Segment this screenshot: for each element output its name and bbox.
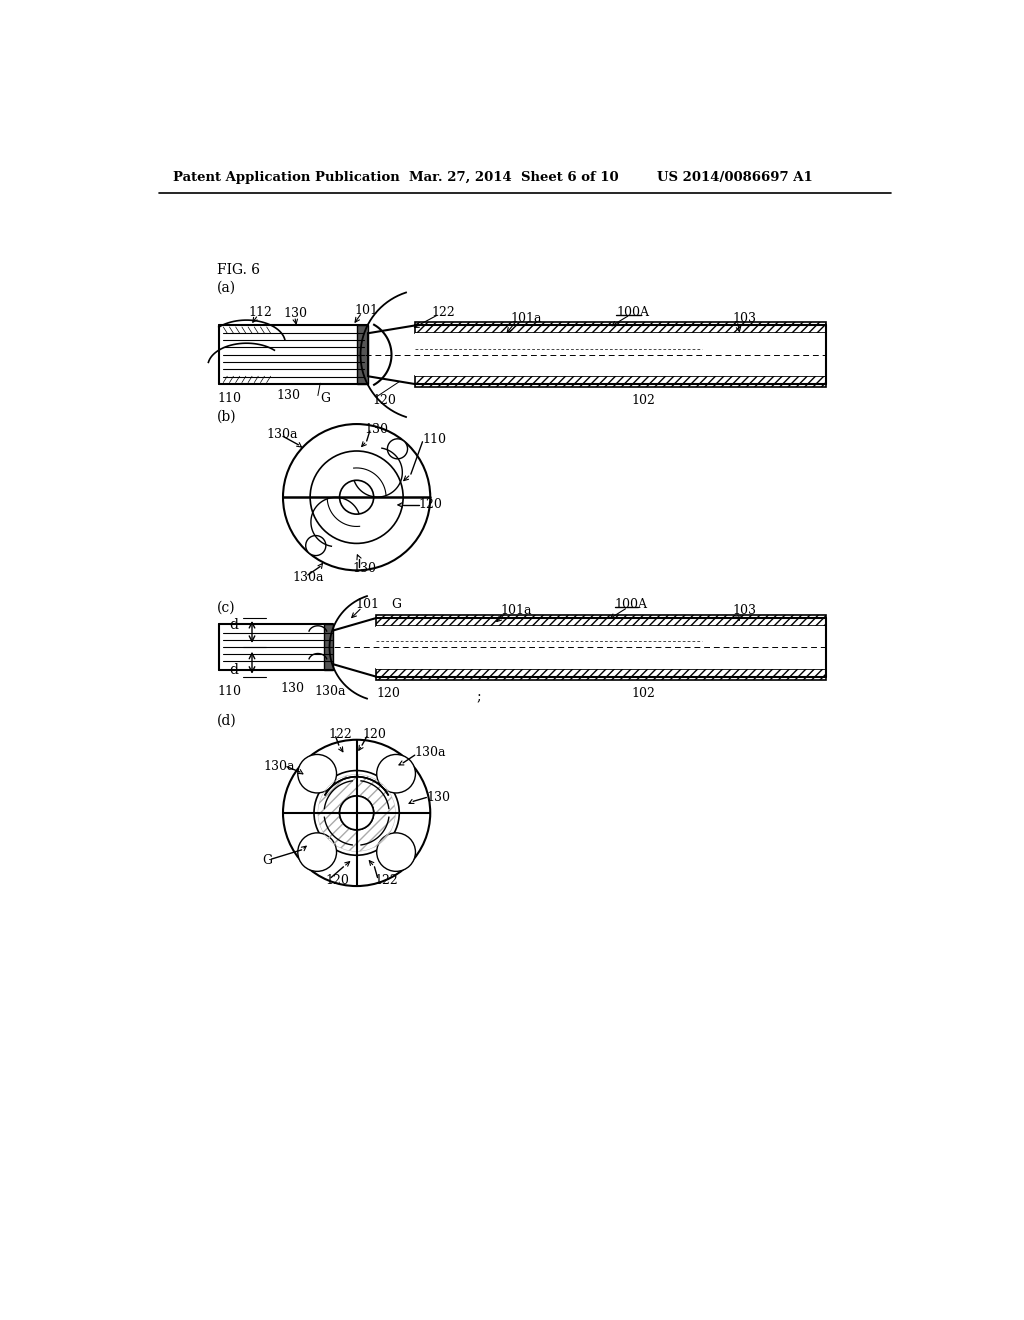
Circle shape [283, 739, 430, 886]
Text: 120: 120 [326, 874, 349, 887]
Bar [219, 326, 369, 384]
Circle shape [340, 480, 374, 515]
Text: d: d [229, 618, 238, 632]
Text: 101: 101 [354, 305, 378, 317]
Circle shape [340, 796, 374, 830]
Text: 120: 120 [419, 499, 442, 511]
Text: (b): (b) [217, 409, 237, 424]
Text: 122: 122 [328, 727, 351, 741]
Bar [219, 624, 334, 671]
Circle shape [377, 755, 416, 793]
Circle shape [336, 792, 378, 834]
Text: 103: 103 [732, 312, 757, 325]
Text: 130: 130 [281, 681, 305, 694]
Text: 130a: 130a [415, 746, 446, 759]
Text: G: G [262, 854, 272, 867]
Circle shape [387, 438, 408, 459]
Text: (d): (d) [217, 714, 237, 727]
Text: 130a: 130a [292, 570, 324, 583]
Text: (a): (a) [217, 281, 237, 294]
Text: US 2014/0086697 A1: US 2014/0086697 A1 [656, 172, 812, 185]
Text: FIG. 6: FIG. 6 [217, 263, 260, 277]
Bar [356, 326, 369, 384]
Text: 130: 130 [365, 422, 388, 436]
Bar [415, 333, 825, 376]
Circle shape [298, 755, 337, 793]
Text: 101a: 101a [500, 603, 531, 616]
Text: 130: 130 [283, 308, 307, 321]
Text: G: G [391, 598, 401, 611]
Text: 120: 120 [376, 686, 400, 700]
Text: 130: 130 [426, 791, 451, 804]
Text: 110: 110 [423, 433, 446, 446]
Text: 102: 102 [632, 686, 655, 700]
Bar [415, 376, 825, 387]
Bar [376, 669, 825, 680]
Circle shape [314, 771, 399, 855]
Text: 130a: 130a [266, 428, 297, 441]
Text: 112: 112 [248, 306, 272, 319]
Text: Patent Application Publication: Patent Application Publication [173, 172, 399, 185]
Text: 101a: 101a [511, 312, 543, 325]
Text: G: G [321, 392, 330, 405]
Text: Mar. 27, 2014  Sheet 6 of 10: Mar. 27, 2014 Sheet 6 of 10 [409, 172, 618, 185]
Text: 130a: 130a [314, 685, 345, 698]
Text: d: d [229, 663, 238, 677]
Text: 100A: 100A [614, 598, 648, 611]
Text: 130a: 130a [263, 760, 295, 774]
Text: 100A: 100A [616, 306, 649, 319]
Text: 130: 130 [276, 389, 301, 403]
Bar [376, 615, 825, 626]
Text: (c): (c) [217, 601, 236, 615]
Circle shape [340, 796, 374, 830]
Text: 120: 120 [362, 727, 387, 741]
Text: 102: 102 [632, 395, 655, 408]
Circle shape [283, 424, 430, 570]
Text: 120: 120 [372, 395, 396, 408]
Text: 130: 130 [352, 562, 377, 576]
Text: 110: 110 [217, 685, 241, 698]
Text: 122: 122 [375, 874, 398, 887]
Text: 110: 110 [217, 392, 241, 405]
Bar [415, 322, 825, 333]
Text: 101: 101 [355, 598, 379, 611]
Text: 103: 103 [732, 603, 757, 616]
Circle shape [377, 833, 416, 871]
Bar [324, 624, 334, 671]
Circle shape [306, 536, 326, 556]
Text: ;: ; [477, 690, 481, 705]
Bar [376, 626, 825, 669]
Circle shape [298, 833, 337, 871]
Text: 122: 122 [432, 306, 456, 319]
Circle shape [310, 451, 403, 544]
